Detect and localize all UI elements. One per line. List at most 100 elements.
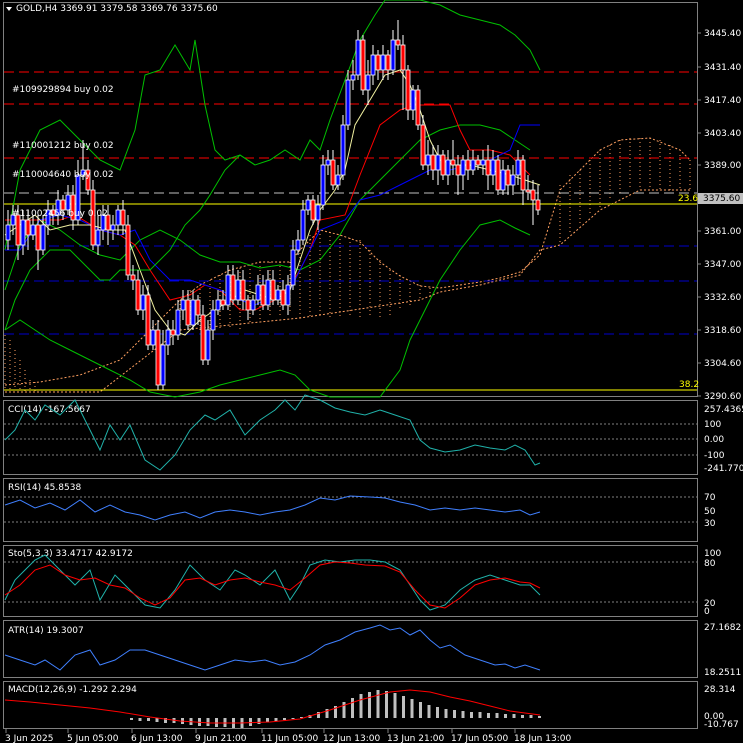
price-tick-label: 3389.00 bbox=[704, 161, 741, 171]
candle-bull bbox=[275, 289, 281, 301]
candle-bear bbox=[200, 314, 206, 361]
candle-bull bbox=[370, 54, 376, 76]
main-indicators bbox=[4, 0, 541, 398]
candle-bull bbox=[335, 174, 341, 186]
candle-bull bbox=[355, 39, 361, 76]
bollinger-lower bbox=[4, 219, 531, 398]
candle-bear bbox=[450, 159, 456, 166]
candle-bull bbox=[480, 159, 486, 166]
candle-bear bbox=[70, 194, 76, 221]
candle-bull bbox=[320, 164, 326, 206]
price-axis: 3445.40 3431.40 3417.40 3403.40 3389.00 3361.… bbox=[697, 29, 741, 402]
candle-bull bbox=[55, 199, 61, 216]
atr-title: ATR(14) 19.3007 bbox=[8, 626, 84, 636]
candle-bear bbox=[475, 159, 481, 166]
candle-bear bbox=[395, 39, 401, 46]
macd-bar bbox=[164, 718, 167, 723]
candle-bear bbox=[385, 54, 391, 71]
rsi-line bbox=[4, 495, 541, 521]
price-tick-label: 3318.60 bbox=[704, 326, 741, 336]
candle-bull bbox=[65, 194, 71, 211]
time-tick-label: 13 Jun 21:00 bbox=[387, 734, 444, 743]
chart-title: GOLD,H4 3369.91 3379.58 3369.76 3375.60 bbox=[16, 4, 218, 14]
macd-bar bbox=[402, 696, 405, 718]
atr-scale-label: 27.1682 bbox=[704, 623, 741, 633]
sto-main-line bbox=[4, 554, 541, 611]
macd-bar bbox=[257, 718, 261, 724]
candle-bull bbox=[30, 224, 36, 236]
candle-bear bbox=[105, 214, 111, 231]
candle-bear bbox=[330, 159, 336, 186]
candle-bull bbox=[205, 329, 211, 361]
fib-label-382: 38.2 bbox=[679, 380, 699, 390]
macd-bar bbox=[453, 710, 456, 718]
candle-bull bbox=[510, 174, 516, 186]
rsi-panel-frame bbox=[3, 478, 698, 542]
indicator-scales: 257.43651000.00-100-241.7709705030100802… bbox=[704, 405, 743, 730]
candle-bear bbox=[130, 274, 136, 281]
macd-bar bbox=[342, 702, 346, 718]
rsi-scale-label: 70 bbox=[704, 493, 716, 503]
candle-bull bbox=[515, 159, 521, 176]
candle-bear bbox=[120, 209, 126, 226]
candle-bull bbox=[255, 284, 261, 301]
macd-scale-label: 0.00 bbox=[704, 712, 724, 722]
macd-bar bbox=[393, 693, 397, 718]
symbol-dropdown-icon[interactable] bbox=[6, 7, 12, 11]
candle-bear bbox=[125, 224, 131, 276]
candle-bear bbox=[310, 199, 316, 221]
macd-bar bbox=[300, 717, 303, 718]
candle-bear bbox=[420, 124, 426, 166]
macd-bar bbox=[147, 718, 150, 721]
candle-bull bbox=[190, 299, 196, 326]
macd-bar bbox=[274, 718, 278, 721]
bollinger-upper bbox=[4, 0, 541, 251]
atr-panel-frame bbox=[3, 620, 698, 678]
macd-scale-label: 28.314 bbox=[704, 685, 736, 695]
price-tick-label: 3403.40 bbox=[704, 129, 741, 139]
candle-bear bbox=[375, 54, 381, 71]
candle-bear bbox=[170, 329, 176, 336]
candle-bull bbox=[175, 309, 181, 336]
order-label-3[interactable]: #110004640 buy 0.02 bbox=[12, 170, 114, 180]
candle-bull bbox=[160, 344, 166, 386]
macd-bar bbox=[504, 714, 507, 718]
candle-bear bbox=[415, 89, 421, 126]
candle-bull bbox=[20, 219, 26, 246]
candle-bear bbox=[245, 299, 251, 311]
candle-bear bbox=[360, 39, 366, 91]
order-label-4[interactable]: #1100​2456 buy 0.02 bbox=[12, 209, 108, 219]
price-tick-label: 3290.60 bbox=[704, 392, 741, 402]
candle-bear bbox=[430, 154, 436, 171]
candle-bear bbox=[240, 279, 246, 301]
macd-bar bbox=[283, 718, 286, 720]
candle-bear bbox=[35, 224, 41, 251]
cci-scale-label: 100 bbox=[704, 420, 721, 430]
candle-bull bbox=[315, 204, 321, 221]
cci-scale-label: 0.00 bbox=[704, 435, 724, 445]
order-label-1[interactable]: #109929894 buy 0.02 bbox=[12, 85, 114, 95]
candle-bull bbox=[435, 154, 441, 171]
macd-bar bbox=[410, 699, 414, 718]
price-tick-label: 3361.00 bbox=[704, 227, 741, 237]
time-tick-label: 6 Jun 13:00 bbox=[131, 734, 183, 743]
candle-bull bbox=[165, 329, 171, 346]
candle-bear bbox=[260, 284, 266, 306]
candle-bull bbox=[5, 224, 11, 241]
candle-bear bbox=[455, 164, 461, 176]
sto-title: Sto(5,3,3) 33.4717 42.9172 bbox=[8, 549, 133, 559]
cci-scale-label: -241.7709 bbox=[704, 464, 743, 474]
candle-bear bbox=[135, 279, 141, 311]
candle-bull bbox=[75, 174, 81, 221]
macd-bar bbox=[351, 698, 354, 718]
macd-bar bbox=[478, 712, 482, 718]
macd-bar bbox=[317, 712, 320, 718]
candle-bull bbox=[460, 159, 466, 176]
candle-bull bbox=[410, 89, 416, 111]
candle-bull bbox=[110, 224, 116, 231]
order-label-2[interactable]: #110001212 buy 0.02 bbox=[12, 141, 114, 151]
candle-bear bbox=[15, 214, 21, 246]
cci-line bbox=[4, 394, 541, 471]
candle-bull bbox=[445, 159, 451, 176]
